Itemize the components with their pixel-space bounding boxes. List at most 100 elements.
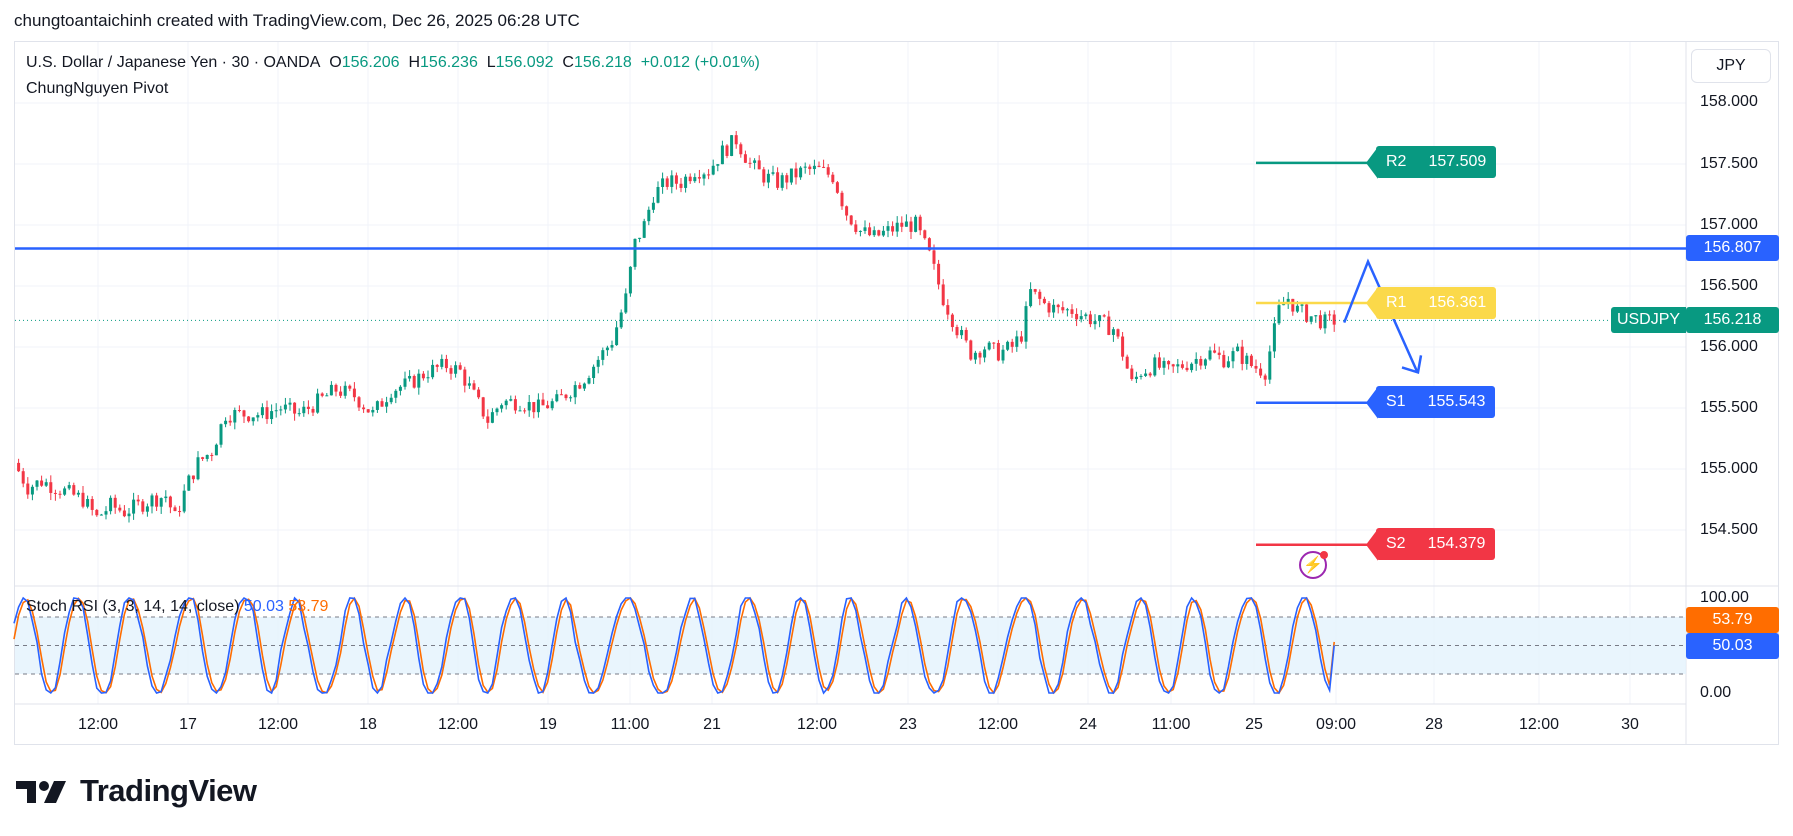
symbol-tag: USDJPY (1611, 307, 1686, 333)
candle-body (357, 397, 361, 408)
candle-body (1148, 373, 1152, 376)
candle-body (279, 409, 283, 411)
time-tick: 12:00 (796, 716, 838, 733)
candle-body (748, 162, 752, 164)
candle-body (329, 384, 333, 396)
candle-body (587, 378, 591, 384)
candle-body (592, 366, 596, 379)
candle-body (311, 408, 315, 413)
candle-body (210, 454, 214, 456)
candle-body (693, 177, 697, 182)
time-tick: 18 (359, 716, 377, 733)
candle-body (513, 399, 517, 411)
candle-body (891, 226, 895, 232)
candle-body (224, 420, 228, 425)
time-tick: 11:00 (1151, 716, 1191, 733)
pivot-pointer-s2 (1366, 528, 1378, 561)
candle-body (1185, 367, 1189, 371)
alert-bolt-icon[interactable]: ⚡ (1299, 551, 1327, 579)
candle-body (863, 227, 867, 231)
candle-body (688, 176, 692, 182)
candle-body (881, 230, 885, 236)
candle-body (371, 409, 375, 413)
currency-button[interactable]: JPY (1691, 49, 1771, 83)
candle-body (684, 176, 688, 188)
stoch-label[interactable]: Stoch RSI (3, 3, 14, 14, close) (26, 598, 240, 615)
candle-body (104, 511, 108, 515)
candle-body (858, 230, 862, 232)
candle-body (21, 471, 25, 484)
candle-body (1282, 304, 1286, 306)
time-tick: 12:00 (437, 716, 479, 733)
candle-body (1052, 304, 1056, 313)
candle-body (297, 413, 301, 415)
pivot-pointer-r1 (1366, 286, 1378, 319)
candle-body (1236, 346, 1240, 352)
candle-body (233, 410, 237, 423)
candle-body (228, 420, 232, 423)
candle-body (339, 391, 343, 396)
candle-body (1263, 375, 1267, 380)
candle-body (472, 383, 476, 390)
candle-body (564, 394, 568, 399)
candle-body (1203, 359, 1207, 366)
candle-body (380, 401, 384, 407)
time-tick: 11:00 (610, 716, 650, 733)
candle-body (86, 499, 90, 507)
candle-body (523, 410, 527, 412)
candle-body (1015, 336, 1019, 347)
candle-body (1019, 336, 1023, 342)
candle-body (348, 385, 352, 389)
candle-body (840, 192, 844, 207)
candle-body (826, 167, 830, 175)
candle-body (288, 402, 292, 405)
candle-body (661, 178, 665, 188)
candle-body (1176, 364, 1180, 367)
candle-body (1033, 289, 1037, 292)
candle-body (136, 499, 140, 502)
candle-body (26, 483, 30, 495)
candle-body (385, 402, 389, 407)
candle-body (362, 407, 366, 410)
candle-body (1300, 304, 1304, 306)
stoch-tick: 100.00 (1700, 589, 1749, 606)
candle-body (164, 496, 168, 499)
candle-body (900, 222, 904, 227)
candle-body (486, 416, 490, 423)
candle-body (316, 393, 320, 413)
candle-body (334, 384, 338, 392)
candle-body (1231, 351, 1235, 362)
candle-body (458, 365, 462, 370)
candle-body (697, 177, 701, 179)
candle-body (1125, 356, 1129, 369)
candle-body (1291, 298, 1295, 312)
candle-body (987, 342, 991, 350)
candle-body (495, 408, 499, 413)
time-tick: 19 (539, 716, 557, 733)
low-value: 156.092 (495, 54, 554, 71)
candle-body (481, 397, 485, 417)
candle-body (449, 368, 453, 374)
candle-body (1245, 355, 1249, 364)
candle-body (1277, 305, 1281, 324)
candle-body (403, 378, 407, 387)
candle-body (610, 345, 614, 348)
candle-body (76, 492, 80, 495)
candle-body (1153, 357, 1157, 376)
indicator-name[interactable]: ChungNguyen Pivot (26, 80, 169, 97)
alert-dot-icon (1320, 551, 1328, 559)
candle-body (99, 514, 103, 516)
candle-body (532, 402, 536, 413)
candle-body (702, 174, 706, 179)
candle-body (251, 417, 255, 422)
pivot-pointer-r2 (1366, 146, 1378, 179)
candle-body (573, 385, 577, 398)
candle-body (293, 402, 297, 414)
close-label: C (562, 54, 574, 71)
tradingview-logo[interactable]: TradingView (16, 771, 257, 811)
candle-body (1318, 315, 1322, 329)
time-tick: 12:00 (257, 716, 299, 733)
candle-body (605, 347, 609, 351)
candle-body (1065, 309, 1069, 311)
